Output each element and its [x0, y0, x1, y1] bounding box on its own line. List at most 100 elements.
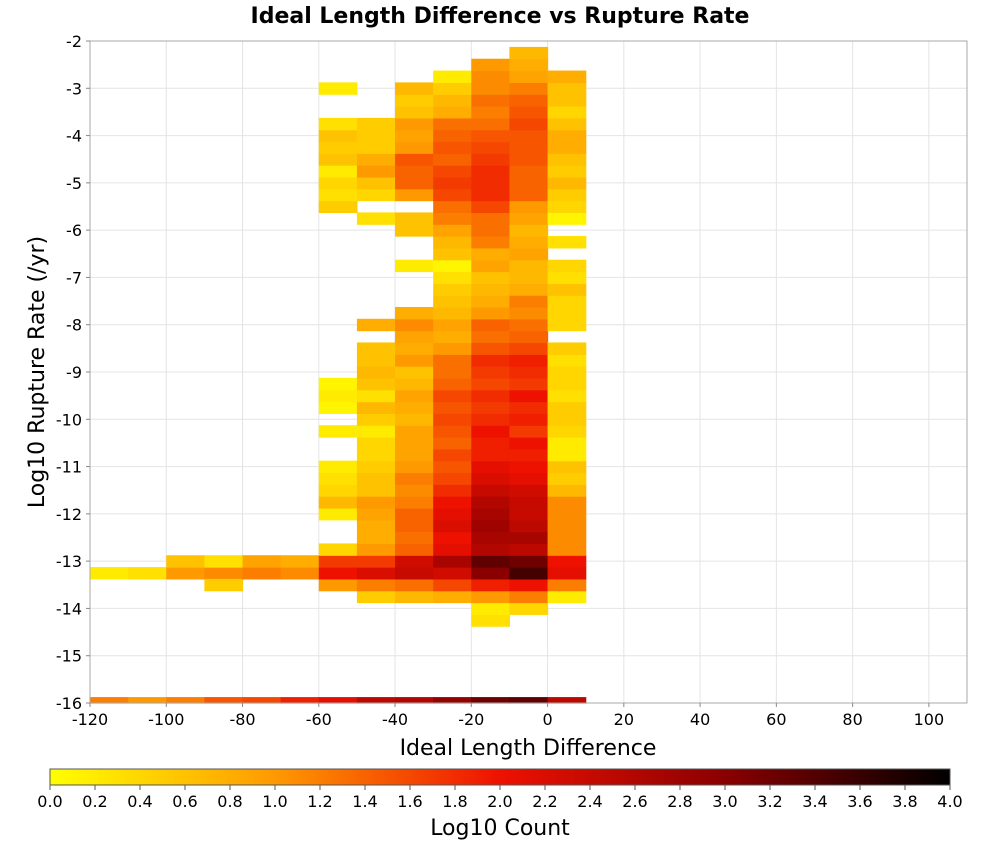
heatmap-cell	[318, 425, 358, 438]
heatmap-cell	[547, 555, 587, 568]
heatmap-cell	[471, 472, 511, 485]
heatmap-cell	[547, 129, 587, 143]
heatmap-cell	[318, 578, 358, 592]
heatmap-cell	[433, 590, 472, 604]
heatmap-cell	[509, 602, 549, 615]
heatmap-cell	[242, 697, 282, 704]
heatmap-cell	[204, 567, 244, 580]
heatmap-cell	[356, 117, 396, 131]
heatmap-cell	[318, 141, 358, 154]
heatmap-cell	[509, 578, 549, 592]
colorbar-tick-label: 3.6	[847, 792, 872, 811]
x-axis-label: Ideal Length Difference	[400, 736, 657, 761]
heatmap-cell	[90, 697, 129, 704]
heatmap-cell	[471, 129, 511, 143]
heatmap-cell	[471, 448, 511, 462]
heatmap-cell	[509, 590, 549, 604]
x-tick-label: 0	[542, 710, 552, 729]
heatmap-cell	[509, 236, 549, 249]
heatmap-cell	[90, 567, 129, 580]
heatmap-cell	[433, 224, 472, 237]
x-tick-label: -40	[382, 710, 408, 729]
colorbar-tick-label: 2.6	[622, 792, 647, 811]
colorbar-tick-label: 2.2	[532, 792, 557, 811]
heatmap-cell	[509, 366, 549, 379]
heatmap-cell	[471, 94, 511, 107]
heatmap-cell	[433, 578, 472, 592]
heatmap-cell	[356, 697, 396, 704]
heatmap-cell	[547, 389, 587, 403]
heatmap-cell	[356, 401, 396, 414]
heatmap-cell	[471, 165, 511, 178]
heatmap-cell	[471, 496, 511, 509]
heatmap-cell	[547, 578, 587, 592]
heatmap-cell	[433, 460, 472, 474]
heatmap-cell	[509, 377, 549, 391]
heatmap-cell	[547, 236, 587, 249]
heatmap-cell	[471, 117, 511, 131]
heatmap-cell	[318, 165, 358, 178]
heatmap-cell	[395, 165, 434, 178]
heatmap-cell	[471, 176, 511, 190]
heatmap-cell	[471, 330, 511, 344]
heatmap-cell	[433, 366, 472, 379]
heatmap-cell	[509, 58, 549, 72]
colorbar-tick-label: 3.2	[757, 792, 782, 811]
heatmap-cell	[471, 460, 511, 474]
heatmap-cell	[395, 82, 434, 95]
heatmap-cell	[395, 567, 434, 580]
x-tick-label: -20	[458, 710, 484, 729]
heatmap-cell	[509, 153, 549, 166]
heatmap-cell	[547, 153, 587, 166]
heatmap-cell	[433, 259, 472, 273]
heatmap-cell	[356, 366, 396, 379]
heatmap-cell	[471, 413, 511, 426]
heatmap-cell	[547, 697, 587, 704]
heatmap-cell	[471, 602, 511, 615]
heatmap-cell	[547, 165, 587, 178]
heatmap-cell	[547, 318, 587, 332]
heatmap-cell	[395, 590, 434, 604]
colorbar-tick-label: 4.0	[937, 792, 962, 811]
heatmap-cell	[547, 590, 587, 604]
heatmap-cell	[509, 212, 549, 225]
heatmap-cell	[433, 176, 472, 190]
heatmap-cell	[318, 200, 358, 214]
heatmap-cell	[547, 366, 587, 379]
heatmap-cell	[509, 330, 549, 344]
heatmap-cell	[433, 472, 472, 485]
heatmap-cell	[318, 377, 358, 391]
heatmap-cell	[433, 129, 472, 143]
heatmap-cell	[509, 354, 549, 367]
heatmap-cell	[433, 318, 472, 332]
heatmap-cell	[433, 212, 472, 225]
heatmap-cell	[433, 389, 472, 403]
heatmap-cell	[509, 259, 549, 273]
heatmap-cell	[433, 342, 472, 355]
heatmap-cell	[471, 590, 511, 604]
heatmap-cell	[547, 543, 587, 556]
heatmap-cell	[395, 472, 434, 485]
heatmap-cell	[395, 129, 434, 143]
heatmap-cell	[166, 567, 205, 580]
heatmap-cell	[356, 472, 396, 485]
heatmap-cell	[471, 507, 511, 521]
heatmap-cell	[509, 448, 549, 462]
heatmap-cell	[509, 484, 549, 497]
heatmap-cell	[547, 200, 587, 214]
heatmap-cell	[433, 165, 472, 178]
y-tick-label: -16	[56, 694, 82, 713]
x-tick-label: -120	[72, 710, 108, 729]
heatmap-cell	[356, 342, 396, 355]
heatmap-cell	[509, 165, 549, 178]
heatmap-cell	[509, 117, 549, 131]
y-axis-label: Log10 Rupture Rate (/yr)	[25, 236, 50, 508]
heatmap-cell	[395, 318, 434, 332]
heatmap-cell	[318, 153, 358, 166]
heatmap-cell	[280, 555, 320, 568]
heatmap-cell	[471, 212, 511, 225]
heatmap-cell	[318, 496, 358, 509]
heatmap-cell	[318, 555, 358, 568]
y-tick-label: -3	[66, 79, 82, 98]
heatmap-cell	[547, 259, 587, 273]
